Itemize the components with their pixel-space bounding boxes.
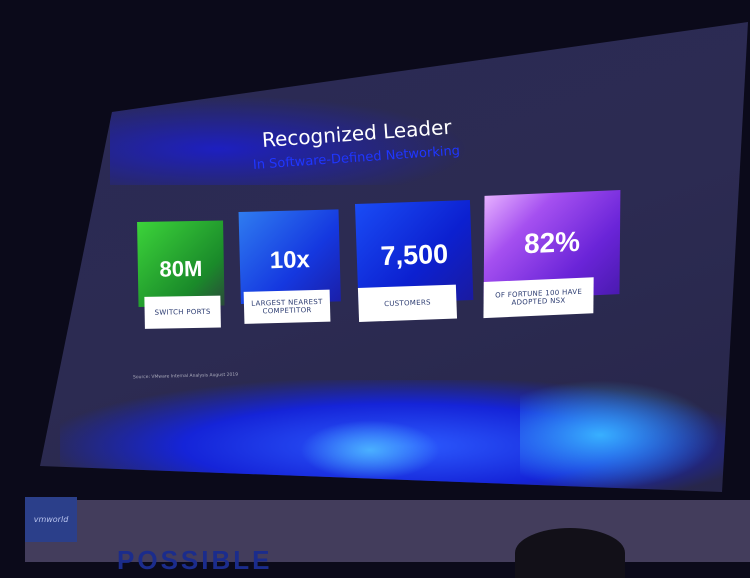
- stat-label: LARGEST NEAREST COMPETITOR: [243, 289, 331, 324]
- stat-value: 10x: [269, 246, 311, 275]
- stat-tile-switch-ports: 80M SWITCH PORTS: [137, 220, 225, 330]
- stat-value: 7,500: [379, 238, 449, 272]
- stat-tile-competitor: 10x LARGEST NEAREST COMPETITOR: [238, 209, 342, 324]
- stat-label: OF FORTUNE 100 HAVE ADOPTED NSX: [483, 277, 594, 319]
- decoration: [520, 380, 720, 490]
- audience-head: [515, 528, 625, 578]
- decoration: [300, 420, 440, 480]
- stat-tile-customers: 7,500 CUSTOMERS: [354, 200, 474, 322]
- presentation-screen: Recognized Leader In Software-Defined Ne…: [40, 22, 748, 492]
- decoration: [110, 95, 470, 185]
- stat-label: CUSTOMERS: [357, 284, 458, 322]
- stat-tile-fortune-100: 82% OF FORTUNE 100 HAVE ADOPTED NSX: [483, 189, 621, 319]
- stat-label: SWITCH PORTS: [144, 295, 221, 329]
- stat-value: 82%: [523, 225, 581, 260]
- vmworld-logo: vmworld: [25, 497, 77, 542]
- stage-backdrop: [25, 500, 750, 562]
- stage-banner-text: POSSIBLE: [117, 545, 273, 575]
- stat-value: 80M: [159, 255, 203, 282]
